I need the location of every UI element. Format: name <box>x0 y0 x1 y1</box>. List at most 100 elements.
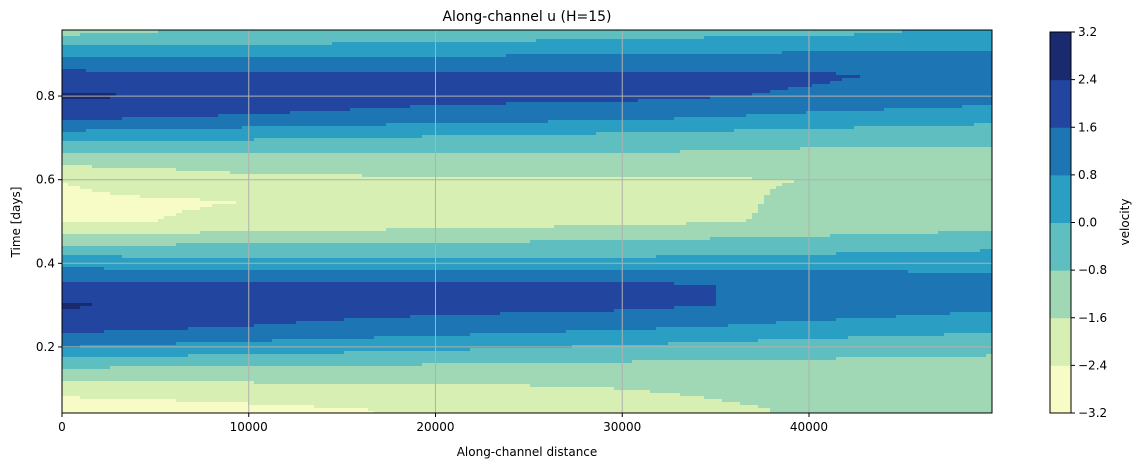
contour-cell <box>410 39 417 43</box>
contour-cell <box>362 102 369 106</box>
contour-cell <box>764 111 771 115</box>
contour-cell <box>650 105 657 109</box>
contour-cell <box>86 102 93 106</box>
contour-cell <box>200 33 207 37</box>
contour-cell <box>782 81 789 85</box>
contour-cell <box>548 90 555 94</box>
contour-cell <box>434 48 441 52</box>
contour-cell <box>722 36 729 40</box>
contour-cell <box>470 108 477 112</box>
contour-cell <box>332 96 339 100</box>
contour-cell <box>110 96 117 100</box>
contour-cell <box>764 75 771 79</box>
contour-cell <box>776 36 783 40</box>
contour-cell <box>758 33 765 37</box>
contour-cell <box>152 54 159 58</box>
contour-cell <box>326 57 333 61</box>
contour-cell <box>260 39 267 43</box>
contour-cell <box>524 105 531 109</box>
contour-cell <box>776 90 783 94</box>
contour-cell <box>824 120 831 124</box>
contour-cell <box>668 114 675 118</box>
contour-cell <box>278 72 285 76</box>
contour-cell <box>680 108 687 112</box>
contour-cell <box>494 96 501 100</box>
contour-cell <box>950 39 957 43</box>
contour-cell <box>596 96 603 100</box>
contour-cell <box>182 54 189 58</box>
contour-cell <box>380 114 387 118</box>
contour-cell <box>884 63 891 67</box>
contour-cell <box>878 51 885 55</box>
contour-cell <box>374 36 381 40</box>
contour-cell <box>74 123 81 127</box>
contour-cell <box>344 69 351 73</box>
contour-cell <box>314 72 321 76</box>
contour-cell <box>872 51 879 55</box>
contour-cell <box>872 45 879 49</box>
contour-cell <box>146 99 153 103</box>
contour-cell <box>296 90 303 94</box>
contour-cell <box>788 57 795 61</box>
contour-cell <box>254 48 261 52</box>
contour-cell <box>794 117 801 121</box>
contour-cell <box>134 126 141 130</box>
contour-cell <box>962 66 969 70</box>
contour-cell <box>182 72 189 76</box>
contour-cell <box>794 57 801 61</box>
contour-cell <box>656 87 663 91</box>
contour-cell <box>104 48 111 52</box>
contour-cell <box>98 102 105 106</box>
contour-cell <box>206 36 213 40</box>
contour-cell <box>152 39 159 43</box>
contour-cell <box>152 63 159 67</box>
contour-cell <box>578 114 585 118</box>
contour-cell <box>290 69 297 73</box>
contour-cell <box>908 102 915 106</box>
contour-cell <box>512 72 519 76</box>
contour-cell <box>722 33 729 37</box>
contour-cell <box>458 60 465 64</box>
contour-cell <box>164 57 171 61</box>
contour-cell <box>230 87 237 91</box>
contour-cell <box>62 102 69 106</box>
contour-cell <box>332 99 339 103</box>
contour-cell <box>908 84 915 88</box>
contour-cell <box>824 96 831 100</box>
contour-cell <box>314 99 321 103</box>
contour-cell <box>110 57 117 61</box>
contour-cell <box>164 30 171 34</box>
contour-cell <box>890 102 897 106</box>
contour-cell <box>542 84 549 88</box>
contour-cell <box>92 51 99 55</box>
contour-cell <box>260 69 267 73</box>
contour-cell <box>746 45 753 49</box>
contour-cell <box>506 42 513 46</box>
contour-cell <box>140 30 147 34</box>
contour-cell <box>362 117 369 121</box>
contour-cell <box>368 111 375 115</box>
contour-cell <box>404 69 411 73</box>
contour-cell <box>344 30 351 34</box>
contour-cell <box>116 87 123 91</box>
contour-cell <box>974 66 981 70</box>
contour-cell <box>158 126 165 130</box>
contour-cell <box>500 78 507 82</box>
contour-cell <box>656 108 663 112</box>
contour-cell <box>434 117 441 121</box>
contour-cell <box>380 93 387 97</box>
contour-cell <box>602 60 609 64</box>
contour-cell <box>212 60 219 64</box>
contour-cell <box>674 81 681 85</box>
contour-cell <box>554 120 561 124</box>
contour-cell <box>92 81 99 85</box>
contour-cell <box>638 96 645 100</box>
contour-cell <box>572 63 579 67</box>
contour-cell <box>872 90 879 94</box>
contour-cell <box>476 120 483 124</box>
contour-cell <box>596 90 603 94</box>
contour-cell <box>140 90 147 94</box>
contour-cell <box>782 60 789 64</box>
contour-cell <box>614 33 621 37</box>
contour-cell <box>734 90 741 94</box>
